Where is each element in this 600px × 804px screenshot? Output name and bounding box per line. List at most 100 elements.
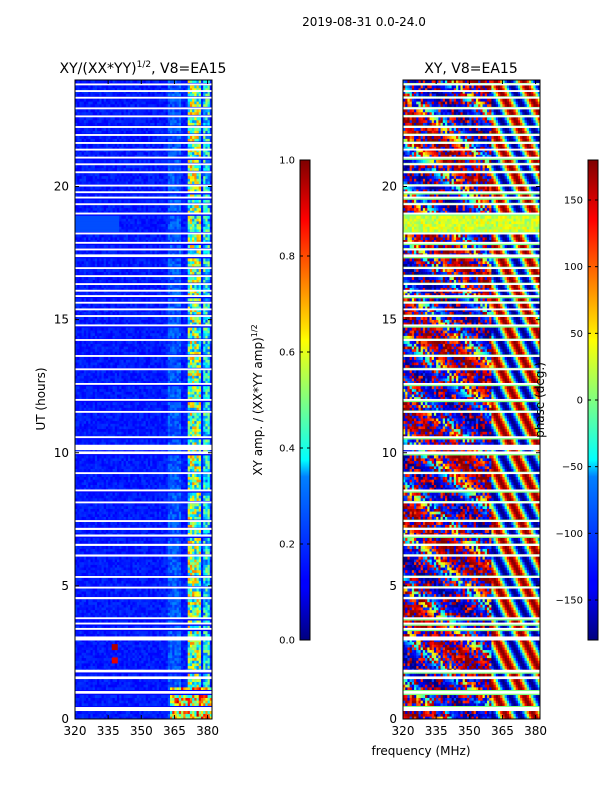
heatmap-cell: [121, 463, 124, 467]
heatmap-cell: [192, 487, 195, 491]
heatmap-cell: [116, 639, 120, 643]
heatmap-cell: [125, 559, 129, 563]
heatmap-cell: [189, 442, 193, 446]
heatmap-cell: [81, 601, 85, 605]
heatmap-cell: [139, 649, 142, 653]
heatmap-cell: [198, 641, 202, 645]
heatmap-cell: [154, 679, 158, 683]
heatmap-cell: [112, 482, 116, 485]
heatmap-cell: [123, 513, 127, 517]
heatmap-cell: [167, 716, 171, 719]
heatmap-cell: [77, 564, 80, 568]
heatmap-cell: [88, 649, 91, 653]
heatmap-cell: [86, 551, 89, 555]
heatmap-cell: [110, 703, 113, 706]
heatmap-cell: [154, 644, 158, 648]
heatmap-cell: [99, 631, 102, 635]
heatmap-cell: [152, 593, 155, 597]
heatmap-cell: [174, 593, 177, 597]
heatmap-cell: [116, 476, 120, 480]
heatmap-cell: [170, 695, 173, 698]
heatmap-cell: [92, 657, 98, 661]
heatmap-cell: [97, 559, 100, 563]
heatmap-cell: [121, 644, 124, 648]
heatmap-cell: [139, 516, 142, 520]
heatmap-cell: [79, 583, 82, 587]
heatmap-cell: [114, 545, 120, 549]
heatmap-cell: [110, 516, 113, 520]
heatmap-cell: [176, 508, 180, 512]
heatmap-cell: [194, 609, 197, 613]
heatmap-cell: [198, 569, 202, 573]
heatmap-cell: [103, 703, 107, 706]
heatmap-cell: [108, 580, 111, 584]
heatmap-cell: [207, 484, 211, 488]
heatmap-cell: [156, 665, 160, 669]
heatmap-cell: [143, 484, 147, 488]
heatmap-cell: [172, 695, 175, 698]
heatmap-cell: [178, 663, 182, 667]
heatmap-cell: [192, 687, 195, 691]
heatmap-cell: [123, 498, 127, 501]
heatmap-cell: [187, 495, 191, 499]
heatmap-cell: [97, 516, 100, 520]
heatmap-cell: [167, 599, 171, 603]
heatmap-cell: [178, 716, 182, 719]
heatmap-cell: [119, 583, 122, 587]
heatmap-cell: [183, 577, 186, 581]
heatmap-cell: [187, 487, 191, 491]
heatmap-cell: [181, 604, 184, 608]
heatmap-cell: [178, 599, 182, 603]
heatmap-cell: [174, 474, 177, 478]
heatmap-cell: [185, 641, 188, 645]
heatmap-cell: [77, 660, 80, 664]
heatmap-cell: [172, 498, 175, 501]
heatmap-cell: [152, 482, 155, 485]
heatmap-cell: [198, 639, 202, 643]
heatmap-cell: [143, 521, 147, 525]
heatmap-cell: [83, 625, 87, 629]
heatmap-cell: [99, 649, 102, 653]
heatmap-cell: [161, 647, 164, 651]
heatmap-cell: [205, 577, 208, 581]
heatmap-cell: [128, 458, 131, 462]
heatmap-cell: [79, 442, 82, 446]
heatmap-cell: [116, 442, 120, 446]
heatmap-cell: [152, 487, 155, 491]
heatmap-cell: [130, 641, 133, 645]
heatmap-cell: [139, 660, 142, 664]
heatmap-cell: [77, 498, 80, 501]
heatmap-cell: [123, 506, 127, 509]
heatmap-cell: [116, 564, 120, 568]
heatmap-cell: [92, 487, 96, 491]
heatmap-cell: [172, 703, 175, 706]
heatmap-cell: [130, 503, 135, 507]
heatmap-cell: [170, 588, 173, 592]
heatmap-cell: [170, 577, 173, 581]
heatmap-cell: [141, 567, 144, 571]
heatmap-cell: [132, 663, 135, 667]
heatmap-cell: [156, 476, 160, 480]
heatmap-cell: [147, 647, 151, 651]
heatmap-cell: [192, 612, 195, 616]
heatmap-cell: [181, 442, 184, 446]
heatmap-cell: [86, 657, 89, 661]
heatmap-cell: [125, 679, 129, 683]
heatmap-cell: [207, 631, 211, 635]
heatmap-cell: [152, 460, 155, 464]
heatmap-cell: [128, 601, 131, 605]
heatmap-cell: [147, 681, 151, 685]
heatmap-cell: [86, 516, 89, 520]
heatmap-cell: [183, 695, 186, 698]
heatmap-cell: [203, 620, 206, 624]
heatmap-cell: [209, 631, 212, 635]
heatmap-cell: [90, 439, 93, 443]
heatmap-cell: [125, 631, 129, 635]
heatmap-cell: [75, 639, 78, 643]
heatmap-cell: [170, 572, 173, 576]
heatmap-cell: [150, 503, 153, 507]
heatmap-cell: [128, 463, 131, 467]
heatmap-cell: [123, 439, 127, 443]
heatmap-cell: [112, 495, 116, 499]
heatmap-cell: [123, 649, 127, 653]
